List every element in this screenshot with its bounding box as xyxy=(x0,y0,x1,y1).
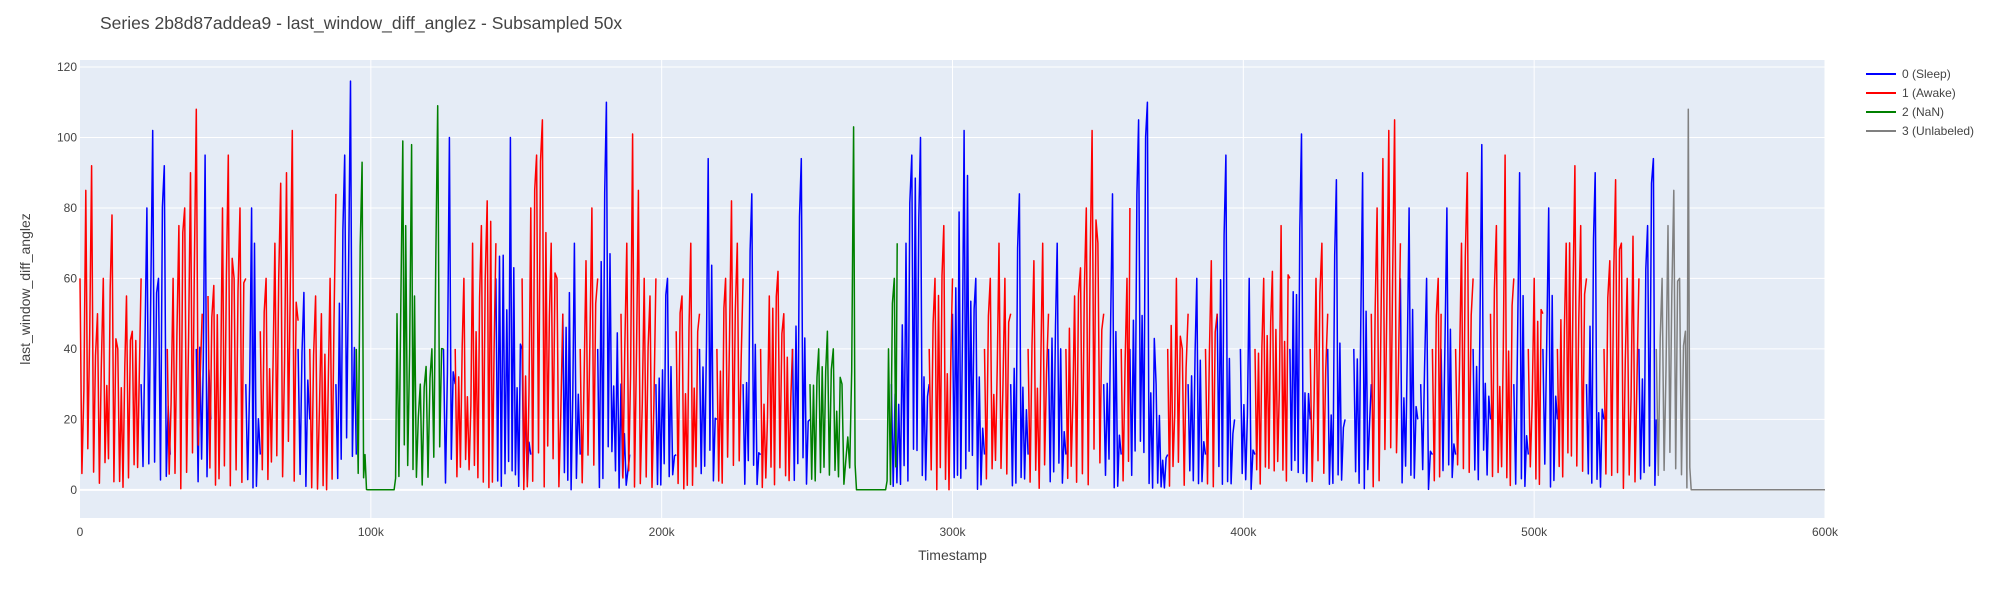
legend-item[interactable]: 3 (Unlabeled) xyxy=(1866,124,1974,138)
series-line xyxy=(1254,224,1291,485)
series-line xyxy=(1102,193,1122,489)
series-line xyxy=(1204,260,1218,488)
series-line xyxy=(1603,179,1640,490)
series-line xyxy=(79,164,142,489)
legend-label: 0 (Sleep) xyxy=(1902,67,1951,81)
legend-label: 1 (Awake) xyxy=(1902,86,1956,100)
chart-title: Series 2b8d87addea9 - last_window_diff_a… xyxy=(100,13,623,33)
legend-label: 2 (NaN) xyxy=(1902,105,1944,119)
series-line xyxy=(579,207,599,484)
series-line xyxy=(1027,242,1050,490)
y-tick-label: 0 xyxy=(70,483,77,497)
x-tick-label: 300k xyxy=(939,525,966,539)
series-line xyxy=(1440,207,1457,479)
y-tick-label: 100 xyxy=(57,131,77,145)
series-line xyxy=(596,101,631,489)
legend-label: 3 (Unlabeled) xyxy=(1902,124,1974,138)
series-line xyxy=(1489,154,1515,487)
series-line xyxy=(1166,277,1189,487)
series-line xyxy=(1289,133,1311,483)
series-line xyxy=(1513,171,1530,488)
series-line xyxy=(809,126,898,491)
y-tick-label: 80 xyxy=(64,201,78,215)
series-line xyxy=(1527,277,1544,486)
legend-item[interactable]: 0 (Sleep) xyxy=(1866,67,1951,81)
y-tick-label: 120 xyxy=(57,60,77,74)
series-line xyxy=(716,200,744,484)
series-line xyxy=(140,129,171,481)
series-line xyxy=(675,242,701,490)
series-line xyxy=(1542,207,1559,488)
series-line xyxy=(983,242,1012,480)
x-tick-label: 200k xyxy=(649,525,676,539)
series-line xyxy=(442,136,456,484)
y-tick-label: 60 xyxy=(64,271,78,285)
series-line xyxy=(1556,164,1588,478)
series-line xyxy=(1472,143,1492,481)
series-1-awake xyxy=(79,108,1640,491)
x-axis-title: Timestamp xyxy=(918,547,987,563)
series-line xyxy=(890,136,930,488)
series-line xyxy=(1454,171,1474,474)
x-tick-label: 0 xyxy=(77,525,84,539)
series-line xyxy=(1009,193,1029,487)
series-line xyxy=(1216,154,1236,486)
series-line xyxy=(259,129,299,482)
series-line xyxy=(1638,157,1658,487)
series-line xyxy=(1326,179,1346,486)
series-line xyxy=(207,154,247,487)
series-line xyxy=(791,157,811,485)
series-line xyxy=(1065,129,1105,486)
series-line xyxy=(297,291,311,488)
series-line xyxy=(1187,277,1207,485)
series-line xyxy=(698,157,718,482)
series-2-nan xyxy=(355,105,898,491)
series-line xyxy=(759,270,794,489)
x-tick-label: 100k xyxy=(358,525,385,539)
series-line xyxy=(335,80,358,480)
x-tick-label: 600k xyxy=(1812,525,1839,539)
legend-item[interactable]: 1 (Awake) xyxy=(1866,86,1956,100)
series-line xyxy=(1419,277,1434,491)
series-line xyxy=(245,207,262,489)
series-line xyxy=(620,133,657,489)
series-line xyxy=(1129,101,1169,489)
series-line xyxy=(928,224,954,491)
series-line xyxy=(1309,242,1329,483)
x-tick-label: 400k xyxy=(1230,525,1257,539)
series-line xyxy=(521,119,564,491)
y-tick-label: 40 xyxy=(64,342,78,356)
series-3-unlabeled xyxy=(1655,108,1825,491)
x-tick-label: 500k xyxy=(1521,525,1548,539)
series-line xyxy=(655,277,677,486)
series-line xyxy=(1239,277,1256,490)
series-line xyxy=(1353,171,1373,490)
legend-item[interactable]: 2 (NaN) xyxy=(1866,105,1944,119)
series-line xyxy=(1399,207,1419,484)
series-line xyxy=(742,193,762,486)
series-line xyxy=(1370,119,1402,488)
series-line xyxy=(1120,207,1131,482)
series-line xyxy=(166,108,203,490)
legend[interactable]: 0 (Sleep) 1 (Awake) 2 (NaN) 3 (Unlabeled) xyxy=(1866,67,1974,138)
y-axis-title: last_window_diff_anglez xyxy=(17,213,33,365)
y-axis: 0 20 40 60 80 100 120 xyxy=(57,60,77,497)
series-line xyxy=(1585,171,1605,488)
series-line xyxy=(1431,277,1442,482)
series-line xyxy=(355,105,444,491)
series-line xyxy=(1655,108,1825,491)
series-line xyxy=(562,242,581,491)
series-line xyxy=(454,200,497,489)
series-layer xyxy=(79,80,1825,491)
series-line xyxy=(951,129,986,490)
series-line xyxy=(309,193,337,491)
x-axis: 0 100k 200k 300k 400k 500k 600k xyxy=(77,525,1839,539)
series-line xyxy=(1047,242,1067,484)
y-tick-label: 20 xyxy=(64,412,78,426)
